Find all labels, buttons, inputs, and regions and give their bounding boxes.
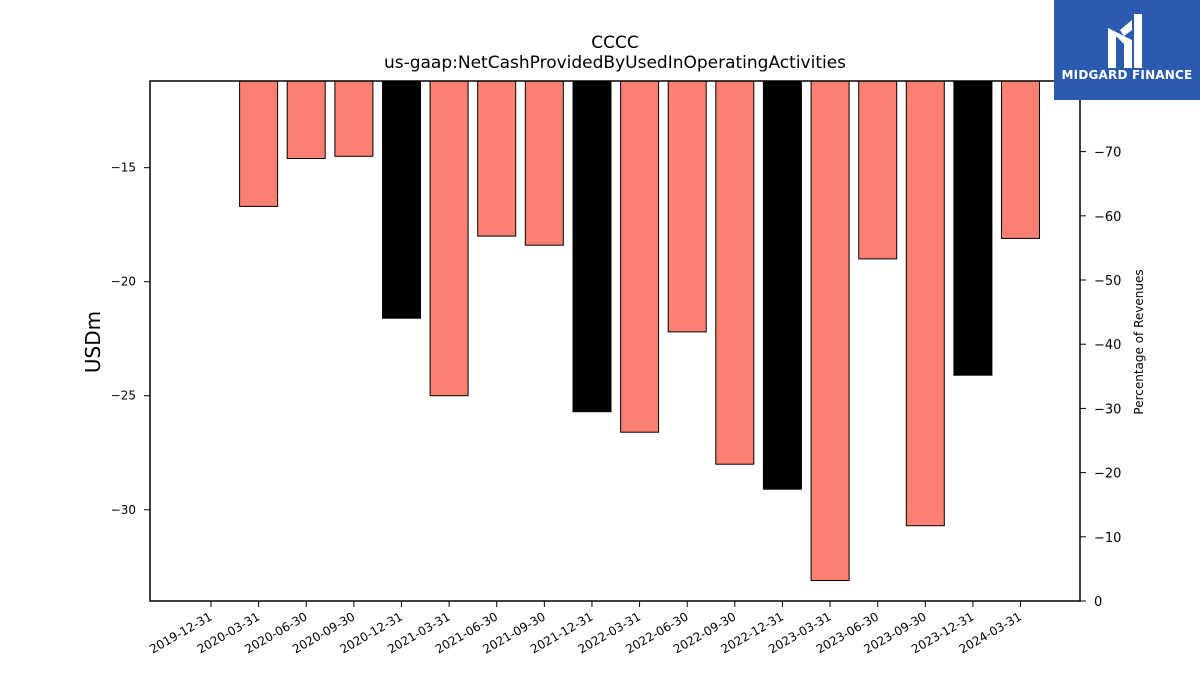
y2-tick-label: −70 (1094, 146, 1121, 161)
y2-tick-label: −40 (1094, 338, 1121, 353)
y-axis-label: USDm (81, 311, 105, 373)
logo-text: MIDGARD FINANCE (1061, 68, 1193, 82)
y2-tick-label: −30 (1094, 402, 1121, 417)
chart-subtitle: us-gaap:NetCashProvidedByUsedInOperating… (384, 53, 846, 73)
bar-2021-03-31 (429, 80, 469, 397)
midgard-logo-icon (1108, 14, 1142, 68)
y-tick-label: −20 (111, 275, 136, 289)
bar-2023-12-31 (953, 80, 993, 376)
bar-2021-06-30 (477, 80, 517, 237)
bar-2023-06-30 (858, 80, 898, 260)
plot-frame (149, 80, 1081, 602)
bar-2021-09-30 (524, 80, 564, 246)
y-tick-label: −25 (111, 389, 136, 403)
bar-2024-03-31 (1001, 80, 1040, 239)
y2-axis-ticks: −70 −60 −50 −40 −30 −20 −10 0 (1080, 146, 1121, 610)
brand-logo: MIDGARD FINANCE (1054, 0, 1200, 100)
chart-title: CCCC (591, 33, 638, 53)
bar-2022-12-31 (762, 80, 802, 490)
x-axis-ticks: 2019-12-312020-03-312020-06-302020-09-30… (147, 601, 1024, 656)
y-tick-label: −15 (111, 161, 136, 175)
bar-2020-09-30 (334, 80, 374, 157)
bar-2022-06-30 (667, 80, 707, 333)
bar-2023-03-31 (810, 80, 850, 581)
bar-2022-09-30 (715, 80, 755, 465)
y-tick-label: −30 (111, 503, 136, 517)
bar-2022-03-31 (620, 80, 660, 433)
bar-2020-06-30 (286, 80, 326, 159)
y2-tick-label: −20 (1094, 467, 1121, 482)
y-axis-ticks: −15 −20 −25 −30 (111, 161, 150, 517)
bar-2020-12-31 (382, 80, 421, 319)
bars-group (239, 80, 1040, 581)
y2-tick-label: −60 (1094, 210, 1121, 225)
bar-2021-12-31 (572, 80, 612, 413)
y2-tick-label: −50 (1094, 274, 1121, 289)
y2-tick-label: −10 (1094, 531, 1121, 546)
y2-axis-label: Percentage of Revenues (1132, 269, 1146, 414)
bar-2020-03-31 (239, 80, 279, 207)
y2-tick-label: 0 (1094, 595, 1102, 610)
bar-2023-09-30 (905, 80, 945, 527)
